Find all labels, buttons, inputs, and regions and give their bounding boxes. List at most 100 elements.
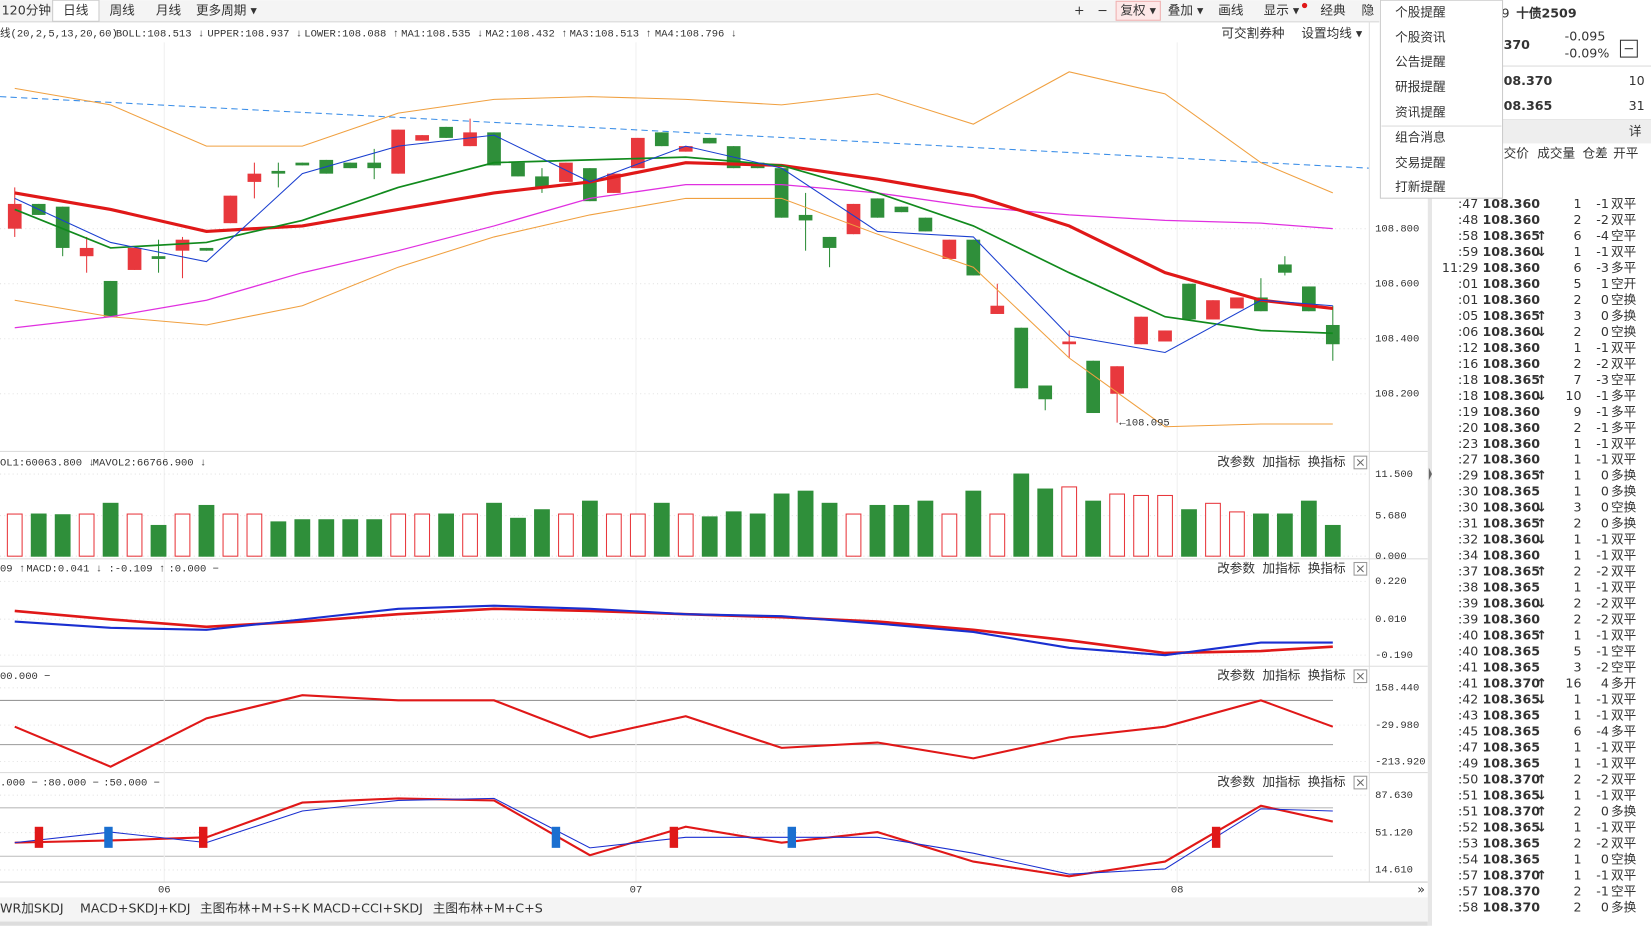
trade-diff: -1	[1596, 691, 1609, 706]
main-button[interactable]: 设置均线 ▾	[1301, 25, 1363, 40]
pane-legend: :0.000 −	[168, 564, 218, 576]
candle-body	[894, 206, 909, 213]
period-tab[interactable]: 更多周期 ▾	[196, 2, 258, 17]
pane-legend: .000 −	[0, 777, 38, 789]
trade-diff: 0	[1601, 292, 1609, 307]
menu-item[interactable]: 公告提醒	[1395, 54, 1446, 69]
menu-item[interactable]: 交易提醒	[1395, 155, 1446, 170]
trade-kind: 双平	[1611, 548, 1636, 563]
trade-vol: 6	[1573, 260, 1581, 275]
period-tab[interactable]: 120分钟	[2, 2, 51, 17]
trade-price: 108.360	[1483, 500, 1541, 515]
indicator-line	[14, 134, 1333, 354]
scroll-arrow[interactable]: »	[1417, 881, 1425, 896]
collapse-button[interactable]	[1619, 39, 1638, 58]
trade-time: :45	[1458, 723, 1478, 738]
pane-button[interactable]: 加指标	[1262, 774, 1300, 789]
signal-marker	[34, 826, 44, 848]
x-tick-label: 08	[1171, 885, 1184, 897]
formula-tab[interactable]: MACD+CCI+SKDJ	[313, 900, 423, 915]
period-tab[interactable]: 月线	[156, 2, 182, 17]
trade-kind: 双平	[1611, 612, 1636, 627]
pane-button[interactable]: 改参数	[1217, 774, 1255, 789]
trade-arrow: ↑	[1536, 308, 1547, 323]
trade-vol: 7	[1573, 372, 1581, 387]
menu-item[interactable]: 个股提醒	[1395, 4, 1446, 19]
trade-header: 开平	[1613, 145, 1638, 160]
trade-vol: 1	[1573, 739, 1581, 754]
trade-kind: 多换	[1611, 516, 1637, 531]
trade-diff: -1	[1596, 532, 1609, 547]
volume-bar	[1061, 486, 1078, 557]
pane-button[interactable]: 换指标	[1308, 774, 1346, 789]
tool-button[interactable]: 隐	[1361, 2, 1374, 17]
volume-bar	[965, 490, 982, 557]
tool-button[interactable]: +	[1074, 2, 1085, 17]
trade-time: :51	[1458, 787, 1478, 802]
trade-price: 108.365	[1483, 372, 1541, 387]
trade-vol: 1	[1573, 452, 1581, 467]
candle-body	[511, 162, 525, 177]
menu-item[interactable]: 个股资讯	[1395, 30, 1446, 45]
trade-time: :23	[1458, 436, 1478, 451]
volume-bar	[845, 513, 862, 557]
pane-button[interactable]: 改参数	[1217, 560, 1255, 575]
candle-body	[103, 280, 118, 317]
trade-time: :29	[1458, 468, 1478, 483]
menu-item[interactable]: 打新提醒	[1395, 179, 1446, 194]
trade-time: 11:29	[1442, 260, 1478, 275]
menu-item[interactable]: 研报提醒	[1395, 79, 1446, 94]
period-tab[interactable]: 周线	[110, 2, 136, 17]
candle-body	[1182, 283, 1196, 320]
trade-vol: 2	[1573, 612, 1581, 627]
detail-button[interactable]: 详	[1629, 123, 1642, 138]
menu-item[interactable]: 组合消息	[1395, 130, 1446, 145]
trade-kind: 多换	[1611, 899, 1637, 914]
pane-button[interactable]: 加指标	[1262, 560, 1300, 575]
tool-button[interactable]: 叠加 ▾	[1168, 2, 1204, 17]
formula-tab[interactable]: 主图布林+M+S+K	[200, 900, 310, 915]
y-tick-label: 14.610	[1375, 865, 1413, 877]
candle-body	[1206, 300, 1220, 320]
formula-tab[interactable]: WR加SKDJ	[0, 900, 64, 915]
pane-button[interactable]: 加指标	[1262, 668, 1300, 683]
tool-button[interactable]: −	[1097, 2, 1108, 17]
trade-header: 成交量	[1537, 145, 1575, 160]
trade-time: :53	[1458, 835, 1478, 850]
pane-button[interactable]: 换指标	[1308, 454, 1346, 469]
trade-diff: 0	[1601, 484, 1609, 499]
formula-tab[interactable]: 主图布林+M+C+S	[433, 900, 543, 915]
trade-diff: -1	[1596, 420, 1609, 435]
tool-button[interactable]: 显示 ▾	[1264, 2, 1300, 17]
pane-button[interactable]: 改参数	[1217, 454, 1255, 469]
volume-bar	[294, 519, 311, 557]
menu-item[interactable]: 资讯提醒	[1395, 104, 1446, 119]
tool-button[interactable]: 经典	[1320, 2, 1346, 17]
main-button[interactable]: 可交割券种	[1221, 25, 1284, 40]
splitter[interactable]	[1427, 0, 1432, 926]
volume-bar	[366, 519, 383, 557]
trade-diff: -2	[1596, 612, 1609, 627]
trade-diff: -1	[1596, 867, 1609, 882]
pane-button[interactable]: 改参数	[1217, 668, 1255, 683]
volume-bar	[1253, 513, 1269, 557]
trade-vol: 1	[1573, 691, 1581, 706]
candle-body	[1110, 366, 1124, 394]
period-tab[interactable]: 日线	[63, 2, 89, 17]
pane-button[interactable]: 换指标	[1308, 668, 1346, 683]
candle-body	[55, 206, 70, 248]
trade-diff: -2	[1596, 356, 1609, 371]
trade-time: :27	[1458, 452, 1478, 467]
trade-kind: 多换	[1611, 484, 1637, 499]
tool-button[interactable]: 复权 ▾	[1120, 2, 1156, 17]
formula-tab[interactable]: MACD+SKDJ+KDJ	[80, 900, 190, 915]
volume-bar	[414, 513, 431, 557]
trendline	[0, 96, 1369, 169]
pane-button[interactable]: 换指标	[1308, 560, 1346, 575]
pane-button[interactable]: 加指标	[1262, 454, 1300, 469]
trade-vol: 1	[1573, 851, 1581, 866]
trade-diff: -2	[1596, 771, 1609, 786]
volume-bar	[989, 513, 1006, 557]
tool-button[interactable]: 画线	[1218, 2, 1244, 17]
